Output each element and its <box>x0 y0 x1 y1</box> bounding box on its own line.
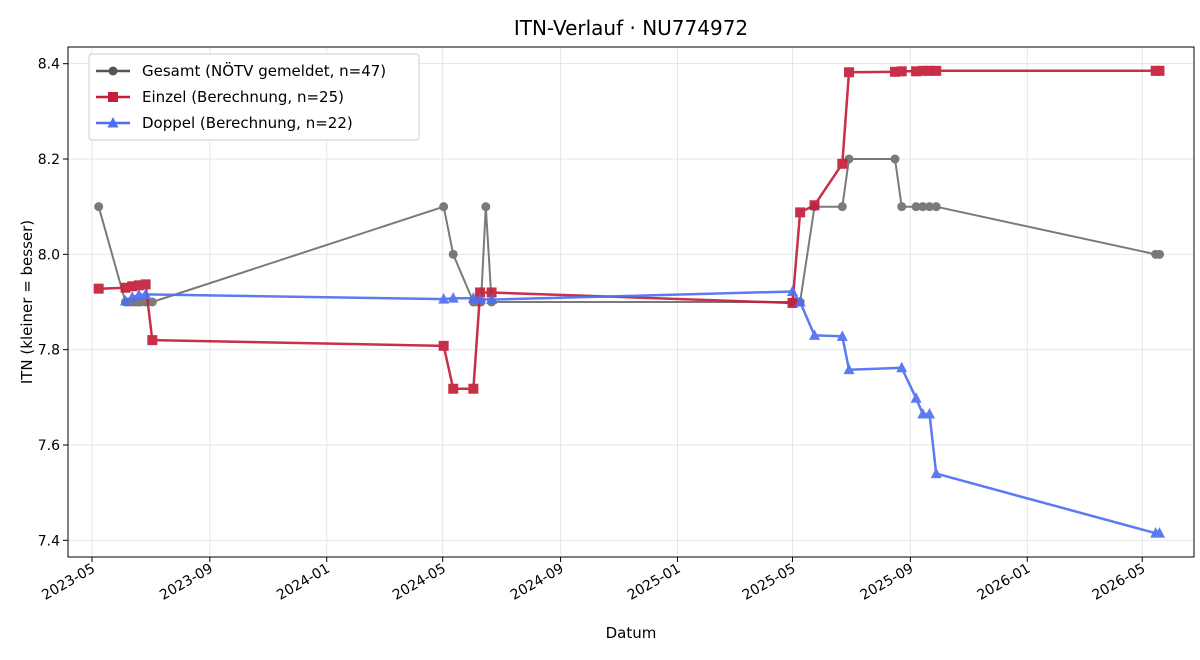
x-tick-label: 2025-01 <box>625 561 684 604</box>
x-tick-label: 2024-05 <box>390 561 449 604</box>
data-point <box>795 207 806 218</box>
data-point <box>133 280 144 291</box>
data-point <box>140 279 151 290</box>
data-point <box>1154 527 1166 538</box>
y-tick-label: 8.0 <box>38 247 60 263</box>
data-point <box>448 249 458 259</box>
data-point <box>475 287 486 298</box>
data-point <box>481 202 491 212</box>
legend-label: Doppel (Berechnung, n=22) <box>142 114 353 132</box>
data-point <box>438 293 450 304</box>
x-tick-label: 2023-05 <box>39 561 98 604</box>
data-point <box>890 154 900 164</box>
data-point <box>140 288 152 299</box>
data-point <box>127 281 138 292</box>
data-point <box>931 202 941 212</box>
data-point <box>890 66 901 77</box>
data-point <box>925 202 935 212</box>
data-point <box>844 67 855 78</box>
data-point <box>447 292 459 303</box>
plot-frame <box>67 46 1195 558</box>
x-tick-label: 2026-01 <box>975 561 1034 604</box>
legend-item-einzel: Einzel (Berechnung, n=25) <box>96 88 344 106</box>
y-tick-label: 7.4 <box>38 533 60 549</box>
legend: Gesamt (NÖTV gemeldet, n=47) Einzel (Bere… <box>88 53 420 141</box>
data-point <box>924 65 935 76</box>
data-point <box>787 297 798 308</box>
x-axis: 2023-05 2023-09 2024-01 2024-05 2024-09 2025-… <box>39 557 1148 604</box>
data-point <box>917 65 928 76</box>
data-point <box>911 66 922 77</box>
data-point <box>918 202 928 212</box>
data-point <box>147 335 158 346</box>
data-point <box>1155 249 1165 259</box>
legend-item-doppel: Doppel (Berechnung, n=22) <box>96 114 353 132</box>
legend-marker <box>107 117 119 128</box>
x-tick-label: 2026-05 <box>1090 561 1149 604</box>
data-point <box>924 408 936 419</box>
data-point <box>467 292 479 303</box>
series-einzel <box>93 65 1165 394</box>
data-point <box>120 282 131 293</box>
x-tick-label: 2023-09 <box>157 561 216 604</box>
x-axis-label: Datum <box>606 624 657 642</box>
data-point <box>843 363 855 375</box>
data-point <box>911 202 921 212</box>
data-point <box>119 295 131 306</box>
y-tick-label: 8.4 <box>38 57 60 73</box>
y-tick-label: 8.2 <box>38 152 60 168</box>
x-tick-label: 2024-01 <box>274 561 333 604</box>
data-point <box>897 202 907 212</box>
data-point <box>837 202 847 212</box>
series-doppel <box>119 285 1166 538</box>
data-point <box>438 340 449 351</box>
data-point <box>468 383 479 394</box>
data-point <box>439 202 449 212</box>
data-point <box>809 329 821 340</box>
series-layer <box>93 65 1166 538</box>
x-tick-label: 2024-09 <box>508 561 567 604</box>
data-point <box>836 330 848 341</box>
chart-title: ITN-Verlauf · NU774972 <box>514 16 748 40</box>
data-point <box>147 297 157 307</box>
data-point <box>896 66 907 77</box>
series-gesamt <box>94 154 1165 307</box>
data-point <box>448 383 459 394</box>
data-point <box>786 285 798 297</box>
data-point <box>474 293 486 304</box>
y-axis: 7.4 7.6 7.8 8.0 8.2 8.4 <box>38 57 68 549</box>
legend-label: Einzel (Berechnung, n=25) <box>142 88 344 106</box>
legend-marker <box>108 92 118 102</box>
y-axis-label: ITN (kleiner = besser) <box>18 220 36 384</box>
series-line <box>124 290 1160 535</box>
data-point <box>910 392 922 403</box>
data-point <box>809 200 820 211</box>
data-point <box>1154 65 1165 76</box>
data-point <box>486 287 497 298</box>
data-point <box>837 158 848 169</box>
legend-marker <box>108 66 118 76</box>
data-point <box>931 65 942 76</box>
data-point <box>794 296 806 307</box>
y-tick-label: 7.6 <box>38 438 60 454</box>
legend-label: Gesamt (NÖTV gemeldet, n=47) <box>142 61 386 80</box>
data-point <box>930 467 942 479</box>
data-point <box>486 293 498 305</box>
data-point <box>93 283 104 294</box>
legend-box <box>88 53 420 141</box>
y-tick-label: 7.8 <box>38 343 60 359</box>
data-point <box>94 202 104 212</box>
data-point <box>896 361 908 373</box>
x-tick-label: 2025-05 <box>740 561 799 604</box>
x-tick-label: 2025-09 <box>858 561 917 604</box>
series-line <box>97 158 1160 303</box>
legend-item-gesamt: Gesamt (NÖTV gemeldet, n=47) <box>96 61 386 80</box>
